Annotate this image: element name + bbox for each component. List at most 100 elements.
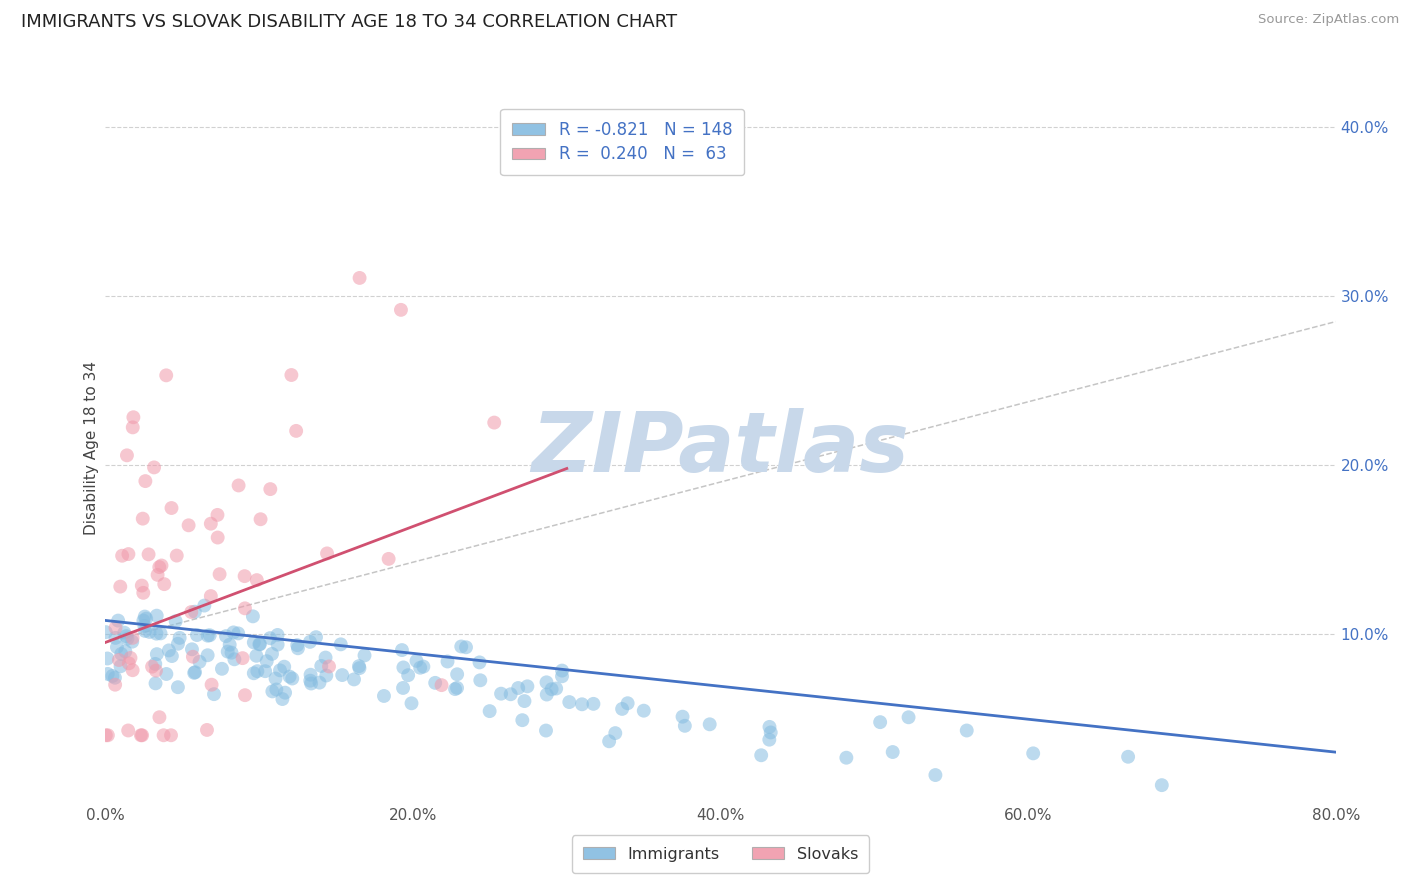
Point [145, 608, 167, 623]
Point [513, 694, 536, 708]
Point [104, 678, 127, 692]
Point [353, 648, 375, 663]
Point [246, 573, 269, 587]
Point [454, 640, 477, 655]
Point [112, 625, 135, 640]
Y-axis label: Disability Age 18 to 34: Disability Age 18 to 34 [83, 361, 98, 535]
Point [446, 667, 468, 681]
Point [249, 512, 271, 526]
Point [633, 704, 655, 718]
Point [280, 368, 302, 382]
Point [266, 638, 288, 652]
Point [468, 656, 491, 670]
Point [401, 696, 423, 710]
Point [546, 681, 568, 696]
Point [285, 424, 308, 438]
Text: ZIPatlas: ZIPatlas [531, 408, 910, 489]
Point [392, 660, 415, 674]
Point [534, 723, 557, 738]
Point [132, 511, 155, 525]
Point [108, 653, 131, 667]
Point [489, 687, 512, 701]
Point [207, 508, 229, 522]
Point [131, 578, 153, 592]
Point [499, 687, 522, 701]
Point [260, 647, 283, 661]
Text: Source: ZipAtlas.com: Source: ZipAtlas.com [1258, 13, 1399, 27]
Point [347, 659, 370, 673]
Point [121, 663, 143, 677]
Point [97, 666, 120, 681]
Point [330, 668, 353, 682]
Point [271, 692, 294, 706]
Point [115, 448, 138, 462]
Point [377, 552, 399, 566]
Point [425, 676, 447, 690]
Point [273, 659, 295, 673]
Point [131, 728, 153, 742]
Point [373, 689, 395, 703]
Point [285, 638, 308, 652]
Point [211, 662, 233, 676]
Point [616, 696, 638, 710]
Point [329, 637, 352, 651]
Point [221, 646, 243, 660]
Point [138, 624, 160, 639]
Point [121, 420, 143, 434]
Point [132, 614, 155, 628]
Point [134, 609, 156, 624]
Point [145, 664, 167, 678]
Point [233, 569, 256, 583]
Point [218, 638, 240, 652]
Point [470, 673, 492, 688]
Point [582, 697, 605, 711]
Point [389, 302, 412, 317]
Point [1116, 749, 1139, 764]
Point [298, 635, 321, 649]
Point [121, 631, 143, 645]
Point [759, 725, 782, 739]
Point [299, 667, 322, 681]
Point [281, 672, 304, 686]
Point [699, 717, 721, 731]
Point [450, 640, 472, 654]
Point [245, 648, 267, 663]
Point [405, 654, 427, 668]
Point [166, 549, 188, 563]
Point [217, 645, 239, 659]
Point [228, 478, 250, 492]
Point [155, 368, 177, 383]
Point [107, 614, 129, 628]
Point [181, 642, 204, 657]
Point [180, 605, 202, 619]
Point [536, 688, 558, 702]
Point [197, 629, 219, 643]
Point [243, 666, 266, 681]
Point [129, 728, 152, 742]
Point [269, 663, 291, 677]
Point [262, 684, 284, 698]
Point [169, 631, 191, 645]
Point [115, 629, 138, 643]
Point [157, 643, 180, 657]
Point [117, 723, 139, 738]
Point [758, 732, 780, 747]
Point [308, 675, 330, 690]
Point [436, 655, 458, 669]
Point [135, 612, 157, 626]
Point [266, 682, 288, 697]
Point [243, 635, 266, 649]
Point [167, 637, 190, 651]
Point [882, 745, 904, 759]
Point [392, 681, 415, 695]
Point [259, 631, 281, 645]
Point [105, 640, 128, 654]
Point [118, 657, 141, 671]
Point [198, 628, 221, 642]
Point [412, 659, 434, 673]
Point [193, 599, 215, 613]
Point [111, 549, 134, 563]
Point [94, 728, 117, 742]
Point [184, 665, 207, 680]
Point [122, 410, 145, 425]
